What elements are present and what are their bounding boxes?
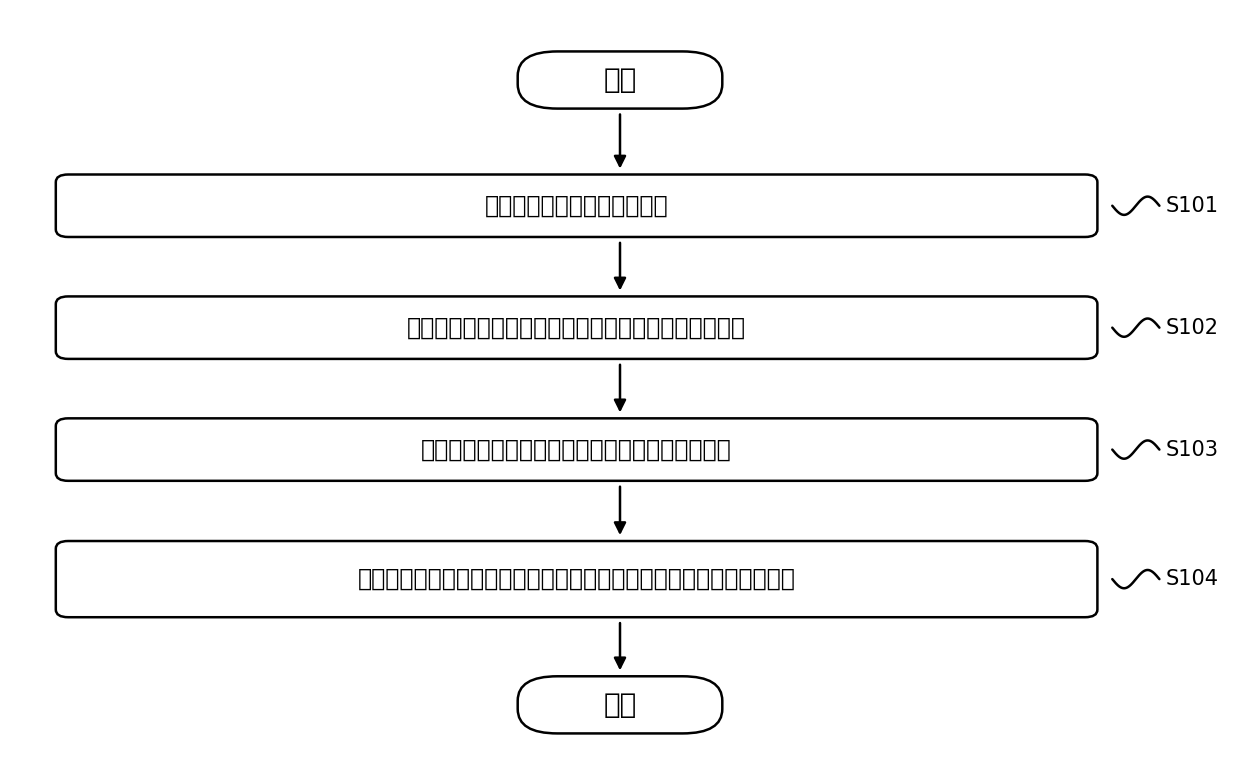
- Text: 依据局部场图，建立磁化率图像重建的非线性重建模型: 依据局部场图，建立磁化率图像重建的非线性重建模型: [407, 315, 746, 340]
- Text: S102: S102: [1166, 318, 1219, 338]
- FancyBboxPatch shape: [56, 541, 1097, 617]
- Text: S103: S103: [1166, 440, 1219, 459]
- FancyBboxPatch shape: [56, 296, 1097, 359]
- Text: 将非线性重建模型分解为第一子问题和第二子问题: 将非线性重建模型分解为第一子问题和第二子问题: [422, 437, 732, 462]
- Text: 开始: 开始: [604, 66, 636, 94]
- Text: S101: S101: [1166, 196, 1219, 216]
- FancyBboxPatch shape: [517, 677, 722, 733]
- Text: 获取目标组织周围的局部场图: 获取目标组织周围的局部场图: [485, 194, 668, 218]
- FancyBboxPatch shape: [56, 174, 1097, 237]
- Text: S104: S104: [1166, 569, 1219, 589]
- FancyBboxPatch shape: [56, 418, 1097, 481]
- FancyBboxPatch shape: [517, 52, 722, 108]
- Text: 结束: 结束: [604, 691, 636, 719]
- Text: 对第一子问题和第二子问题进行正则化约束重建，以重建出磁化率图像: 对第一子问题和第二子问题进行正则化约束重建，以重建出磁化率图像: [357, 567, 796, 591]
